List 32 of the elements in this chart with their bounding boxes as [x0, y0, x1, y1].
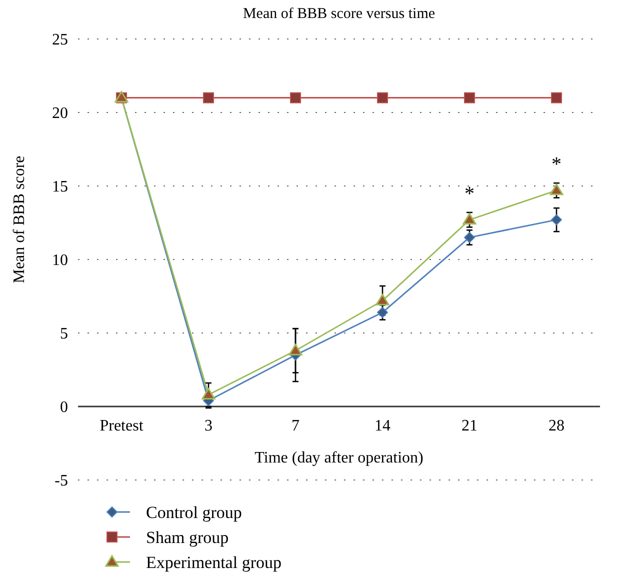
point	[551, 92, 562, 104]
annotation: *	[552, 153, 562, 176]
point	[462, 213, 476, 225]
x-tick-label: 7	[292, 418, 300, 434]
y-tick-label: -5	[54, 472, 68, 490]
x-tick-label: Pretest	[100, 418, 144, 434]
x-tick-label: 3	[204, 418, 212, 434]
x-tick-label: 21	[462, 418, 478, 434]
y-tick-label: 0	[60, 399, 68, 416]
x-tick-label: 28	[548, 418, 564, 434]
y-axis-title: Mean of BBB score	[11, 156, 28, 284]
x-tick-label: 14	[374, 418, 390, 434]
x-axis-title: Time (day after operation)	[254, 450, 424, 466]
point	[464, 92, 475, 104]
point	[203, 92, 214, 104]
point	[551, 214, 562, 226]
annotation: *	[464, 182, 474, 205]
legend-label: Sham group	[146, 528, 229, 547]
y-tick-label: 20	[52, 105, 68, 122]
y-tick-label: 5	[60, 326, 68, 343]
y-tick-label: 10	[52, 252, 68, 270]
point	[288, 344, 302, 356]
point	[202, 388, 216, 400]
point	[290, 92, 301, 104]
legend-label: Control group	[146, 502, 242, 522]
y-tick-label: 25	[52, 32, 68, 49]
point	[550, 184, 564, 196]
y-tick-label: 15	[52, 178, 68, 196]
legend-label: Experimental group	[146, 552, 282, 572]
point	[376, 294, 390, 306]
point	[377, 92, 388, 104]
chart-title: Mean of BBB score versus time	[242, 6, 436, 22]
